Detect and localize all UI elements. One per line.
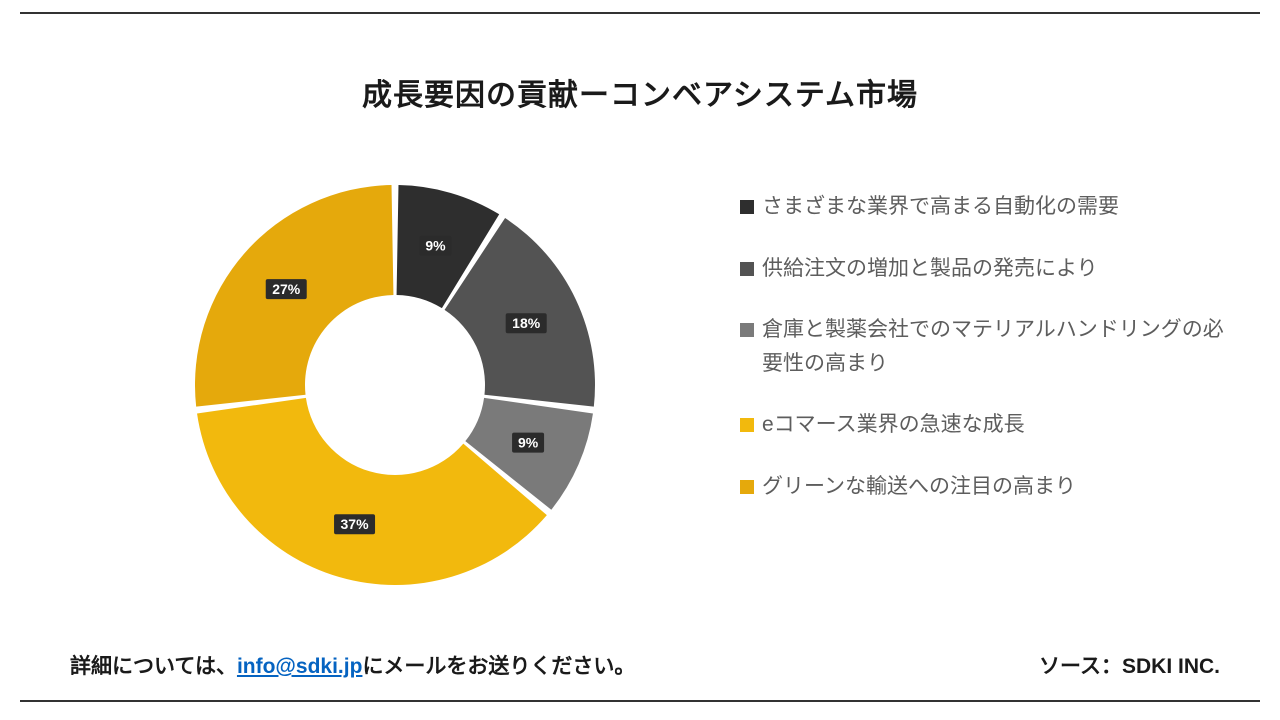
page-title: 成長要因の貢献ーコンベアシステム市場 bbox=[0, 70, 1280, 114]
source-value: SDKI INC. bbox=[1122, 655, 1220, 678]
legend-item: グリーンな輸送への注目の高まり bbox=[740, 470, 1230, 504]
slice-label-text: 18% bbox=[512, 315, 541, 331]
legend-text: 倉庫と製薬会社でのマテリアルハンドリングの必要性の高まり bbox=[762, 313, 1230, 380]
legend-text: eコマース業界の急速な成長 bbox=[762, 408, 1230, 442]
legend-text: さまざまな業界で高まる自動化の需要 bbox=[762, 190, 1230, 224]
bottom-rule bbox=[20, 700, 1260, 702]
footer: 詳細については、info@sdki.jpにメールをお送りください。 ソース：SD… bbox=[70, 650, 1220, 680]
contact-prefix: 詳細については、 bbox=[70, 655, 237, 678]
contact-suffix: にメールをお送りください。 bbox=[362, 655, 635, 678]
legend-marker bbox=[740, 480, 754, 494]
donut-chart: 9% 18% 9% 37% 27% bbox=[180, 170, 610, 600]
legend-marker bbox=[740, 262, 754, 276]
source-label: ソース： bbox=[1039, 655, 1122, 678]
slice-label-text: 9% bbox=[425, 237, 446, 253]
legend-item: eコマース業界の急速な成長 bbox=[740, 408, 1230, 442]
source-line: ソース：SDKI INC. bbox=[1039, 650, 1220, 680]
slice-label-text: 27% bbox=[272, 281, 301, 297]
slice-label-text: 37% bbox=[341, 516, 370, 532]
legend-text: グリーンな輸送への注目の高まり bbox=[762, 470, 1230, 504]
legend-marker bbox=[740, 323, 754, 337]
contact-line: 詳細については、info@sdki.jpにメールをお送りください。 bbox=[70, 650, 635, 680]
top-rule bbox=[20, 12, 1260, 14]
legend-marker bbox=[740, 200, 754, 214]
legend-item: 倉庫と製薬会社でのマテリアルハンドリングの必要性の高まり bbox=[740, 313, 1230, 380]
slice-label-text: 9% bbox=[518, 434, 539, 450]
legend-marker bbox=[740, 418, 754, 432]
chart-legend: さまざまな業界で高まる自動化の需要供給注文の増加と製品の発売により倉庫と製薬会社… bbox=[740, 190, 1230, 532]
legend-item: さまざまな業界で高まる自動化の需要 bbox=[740, 190, 1230, 224]
contact-email-link[interactable]: info@sdki.jp bbox=[237, 655, 362, 678]
legend-text: 供給注文の増加と製品の発売により bbox=[762, 252, 1230, 286]
legend-item: 供給注文の増加と製品の発売により bbox=[740, 252, 1230, 286]
